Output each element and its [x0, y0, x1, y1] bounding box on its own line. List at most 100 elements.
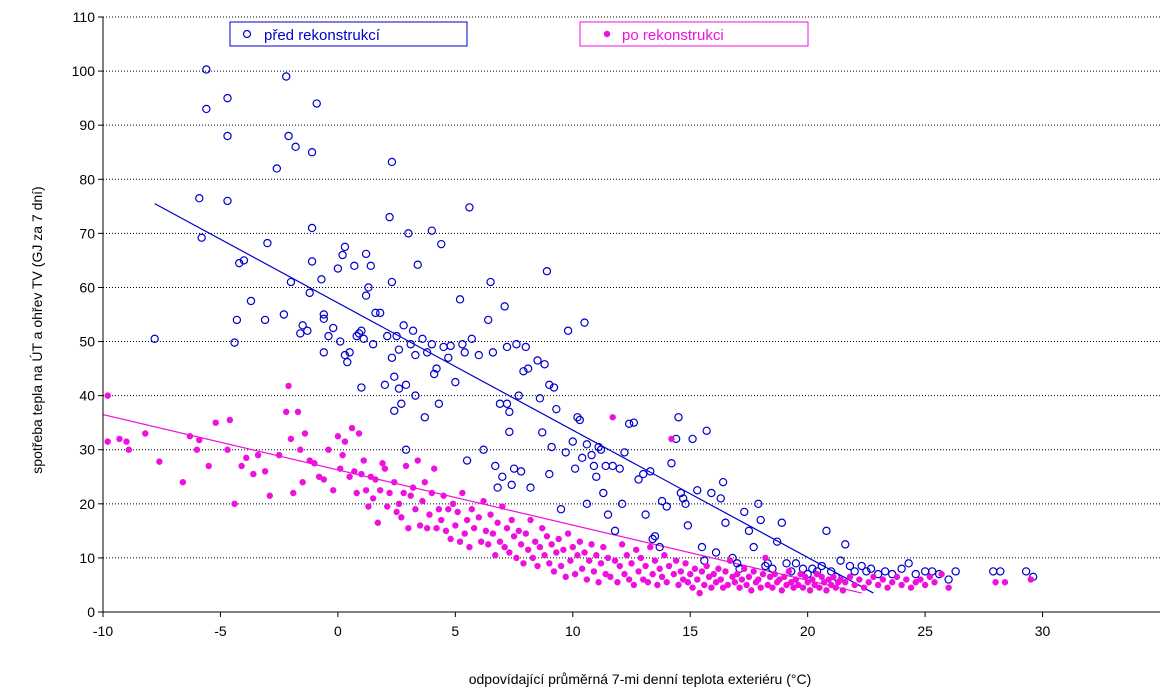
- data-point-before: [486, 277, 495, 287]
- data-point-after: [825, 576, 833, 583]
- data-point-before: [319, 310, 328, 319]
- data-point-before: [394, 384, 404, 393]
- data-point-after: [433, 524, 440, 532]
- data-point-after: [712, 579, 720, 586]
- data-point-before: [718, 477, 728, 487]
- data-point-after: [496, 538, 504, 545]
- data-point-after: [440, 492, 447, 499]
- data-point-after: [771, 570, 778, 578]
- data-point-after: [527, 516, 534, 524]
- data-point-after: [376, 487, 384, 494]
- data-point-before: [505, 427, 514, 437]
- data-point-before: [617, 499, 627, 509]
- data-point-after: [783, 581, 790, 589]
- data-point-before: [897, 564, 906, 573]
- data-point-after: [778, 587, 786, 594]
- data-point-after: [501, 543, 508, 551]
- data-point-after: [416, 522, 424, 529]
- data-points: [104, 65, 1038, 597]
- data-point-after: [675, 581, 682, 589]
- data-point-after: [224, 446, 231, 453]
- data-point-after: [799, 584, 807, 591]
- data-point-after: [541, 552, 548, 559]
- data-point-after: [776, 576, 783, 583]
- data-point-before: [756, 515, 765, 525]
- data-point-after: [738, 576, 746, 583]
- data-point-before: [411, 391, 420, 400]
- data-point-before: [857, 561, 866, 571]
- data-point-before: [862, 567, 871, 576]
- data-point-after: [701, 581, 708, 589]
- data-point-after: [315, 473, 323, 480]
- legend: před rekonstrukcí po rekonstrukci: [229, 21, 809, 47]
- data-point-before: [279, 310, 289, 319]
- data-point-before: [721, 518, 730, 527]
- data-point-before: [589, 461, 599, 471]
- data-point-after: [616, 562, 623, 570]
- data-point-before: [427, 226, 437, 235]
- data-point-before: [317, 275, 326, 284]
- data-point-after: [355, 430, 363, 437]
- data-point-before: [284, 131, 293, 141]
- data-point-after: [632, 546, 640, 553]
- data-point-before: [305, 288, 314, 298]
- data-point-after: [668, 435, 675, 443]
- data-point-after: [903, 576, 910, 583]
- data-point-after: [311, 460, 318, 467]
- data-point-before: [239, 256, 249, 265]
- x-tick-label: 10: [565, 623, 581, 639]
- legend-label-before: před rekonstrukcí: [264, 27, 381, 44]
- data-point-after: [734, 570, 741, 578]
- data-point-before: [526, 483, 535, 492]
- data-point-after: [621, 570, 628, 578]
- data-point-after: [813, 570, 821, 578]
- data-point-before: [582, 440, 592, 449]
- data-point-after: [722, 568, 729, 575]
- data-point-before: [406, 340, 415, 349]
- data-point-before: [996, 567, 1005, 576]
- data-point-after: [226, 416, 234, 424]
- data-point-after: [802, 573, 809, 581]
- data-point-after: [360, 457, 367, 464]
- y-tick-label: 10: [79, 550, 95, 566]
- data-point-after: [534, 562, 541, 570]
- data-point-after: [583, 576, 591, 583]
- data-point-before: [451, 377, 460, 387]
- data-point-before: [535, 394, 545, 403]
- data-point-after: [522, 530, 529, 537]
- data-point-before: [467, 334, 476, 344]
- data-point-after: [550, 568, 558, 575]
- data-point-after: [503, 524, 511, 532]
- data-point-after: [625, 576, 633, 583]
- data-point-after: [372, 476, 379, 483]
- data-point-after: [261, 468, 269, 475]
- data-point-after: [475, 514, 483, 521]
- data-point-after: [745, 573, 753, 581]
- data-point-after: [449, 500, 457, 508]
- x-tick-label: 30: [1035, 623, 1051, 639]
- data-point-before: [777, 518, 787, 527]
- data-point-after: [670, 570, 677, 578]
- data-point-before: [538, 428, 547, 437]
- data-point-before: [474, 350, 484, 360]
- data-point-before: [364, 283, 373, 292]
- data-point-after: [337, 465, 344, 472]
- data-point-before: [951, 567, 960, 576]
- data-point-after: [463, 516, 471, 524]
- data-point-after: [663, 579, 670, 586]
- data-point-after: [710, 570, 717, 578]
- data-point-after: [275, 451, 283, 459]
- data-point-after: [649, 570, 656, 578]
- data-point-after: [574, 552, 581, 559]
- data-point-after: [921, 581, 929, 589]
- legend-marker-before: [242, 29, 252, 39]
- data-point-after: [790, 584, 797, 591]
- x-tick-label: 15: [682, 623, 698, 639]
- x-tick-label: 25: [917, 623, 933, 639]
- data-point-after: [524, 546, 532, 553]
- data-point-after: [705, 573, 713, 581]
- data-point-after: [912, 579, 919, 586]
- data-point-after: [593, 552, 600, 559]
- data-point-before: [655, 542, 664, 552]
- data-point-before: [681, 499, 690, 509]
